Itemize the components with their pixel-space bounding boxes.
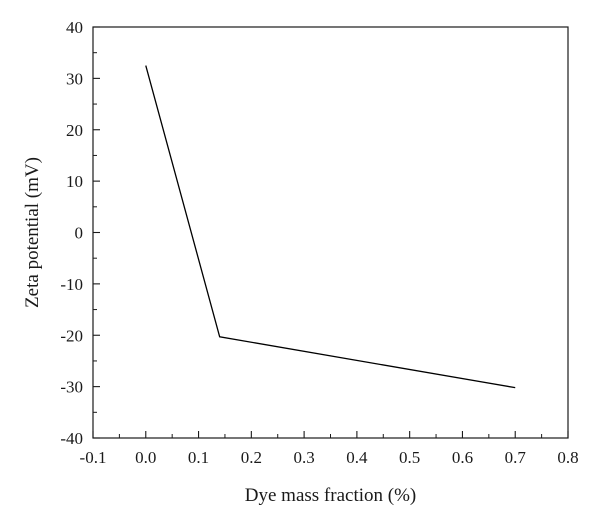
y-tick-label: 30	[66, 69, 83, 88]
x-axis-title: Dye mass fraction (%)	[245, 485, 416, 506]
y-tick-label: 0	[75, 224, 84, 243]
y-tick-label: 20	[66, 121, 83, 140]
x-axis-tick-labels: -0.1 0.0 0.1 0.2 0.3 0.4 0.5 0.6 0.7 0.8	[80, 448, 579, 467]
y-tick-label: 10	[66, 172, 83, 191]
x-tick-label: -0.1	[80, 448, 107, 467]
x-tick-label: 0.2	[241, 448, 262, 467]
plot-frame	[93, 27, 568, 438]
y-axis-title: Zeta potential (mV)	[22, 157, 43, 308]
x-axis-ticks	[93, 431, 568, 438]
y-axis-ticks	[93, 27, 100, 438]
x-tick-label: 0.1	[188, 448, 209, 467]
x-tick-label: 0.7	[505, 448, 527, 467]
x-tick-label: 0.8	[557, 448, 578, 467]
y-tick-label: -40	[60, 429, 83, 448]
x-tick-label: 0.6	[452, 448, 473, 467]
x-tick-label: 0.3	[293, 448, 314, 467]
x-tick-label: 0.0	[135, 448, 156, 467]
y-tick-label: -30	[60, 378, 83, 397]
y-tick-label: 40	[66, 18, 83, 37]
series-line-0	[146, 66, 515, 388]
x-tick-label: 0.5	[399, 448, 420, 467]
y-tick-label: -20	[60, 326, 83, 345]
y-tick-label: -10	[60, 275, 83, 294]
y-axis-tick-labels: 40 30 20 10 0 -10 -20 -30 -40	[60, 18, 83, 448]
series-group	[146, 66, 515, 388]
x-tick-label: 0.4	[346, 448, 368, 467]
